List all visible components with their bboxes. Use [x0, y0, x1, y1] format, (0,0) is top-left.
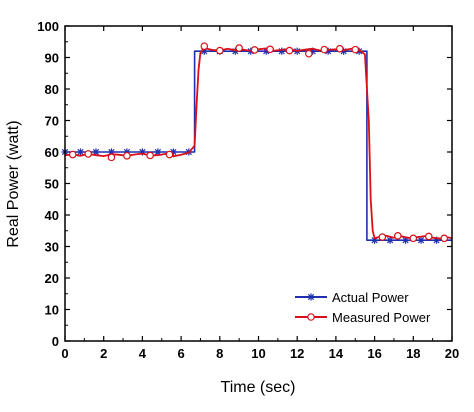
x-axis-label: Time (sec) — [221, 379, 296, 396]
legend-marker-actual — [307, 293, 315, 301]
x-tick-label: 10 — [251, 346, 265, 361]
legend: Actual Power Measured Power — [295, 290, 431, 325]
y-axis-label: Real Power (watt) — [5, 120, 22, 247]
x-tick-label: 12 — [290, 346, 304, 361]
data-point-measured-power — [235, 44, 243, 52]
data-point-measured-power — [107, 153, 116, 162]
data-point-measured-power — [424, 232, 433, 241]
legend-label-actual: Actual Power — [332, 290, 409, 305]
series — [61, 42, 453, 244]
data-point-actual-power — [417, 236, 425, 244]
y-tick-label: 10 — [45, 303, 59, 318]
x-tick-labels: 0 2 4 6 8 10 12 14 16 18 20 — [61, 346, 459, 361]
y-tick-label: 100 — [37, 19, 59, 34]
data-point-actual-power — [76, 148, 85, 156]
x-tick-label: 0 — [61, 346, 68, 361]
y-tick-label: 50 — [45, 177, 59, 192]
y-tick-label: 0 — [52, 334, 59, 349]
legend-label-measured: Measured Power — [332, 310, 431, 325]
data-point-measured-power — [165, 150, 174, 159]
y-tick-label: 20 — [45, 271, 59, 286]
y-tick-label: 70 — [45, 114, 59, 129]
data-point-measured-power — [216, 46, 224, 55]
data-point-measured-power — [123, 151, 131, 160]
plot-frame — [64, 25, 453, 342]
y-tick-label: 30 — [45, 240, 59, 255]
x-tick-label: 16 — [367, 346, 381, 361]
y-tick-label: 60 — [45, 145, 59, 160]
y-tick-label: 40 — [45, 208, 59, 223]
y-tick-label: 90 — [45, 51, 59, 66]
x-tick-label: 14 — [329, 346, 344, 361]
data-point-measured-power — [68, 150, 77, 159]
y-tick-label: 80 — [45, 82, 59, 97]
data-point-measured-power — [320, 45, 329, 54]
data-point-measured-power — [335, 44, 344, 53]
legend-marker-measured — [307, 313, 315, 321]
data-point-measured-power — [409, 234, 418, 243]
data-point-measured-power — [394, 231, 402, 240]
data-point-measured-power — [266, 45, 274, 54]
y-tick-labels: 0 10 20 30 40 50 60 70 80 90 100 — [37, 19, 59, 349]
data-point-measured-power — [146, 151, 154, 160]
legend-entry-measured: Measured Power — [295, 310, 431, 325]
data-point-measured-power — [250, 46, 259, 54]
data-point-measured-power — [305, 49, 313, 58]
x-tick-label: 6 — [177, 346, 184, 361]
data-point-measured-power — [440, 234, 449, 243]
data-point-actual-power — [154, 148, 162, 156]
data-point-measured-power — [378, 233, 387, 241]
x-tick-label: 8 — [216, 346, 223, 361]
plot-background — [65, 26, 452, 341]
legend-asterisk — [307, 293, 315, 301]
data-point-measured-power — [200, 42, 209, 50]
x-tick-label: 18 — [406, 346, 420, 361]
x-tick-label: 4 — [139, 346, 147, 361]
data-point-actual-power — [278, 47, 286, 55]
data-point-measured-power — [84, 150, 93, 158]
x-tick-label: 20 — [445, 346, 459, 361]
data-point-measured-power — [351, 45, 360, 54]
data-point-measured-power — [285, 46, 294, 55]
data-point-actual-power — [386, 236, 394, 244]
legend-entry-actual: Actual Power — [295, 290, 409, 305]
x-tick-label: 2 — [100, 346, 107, 361]
